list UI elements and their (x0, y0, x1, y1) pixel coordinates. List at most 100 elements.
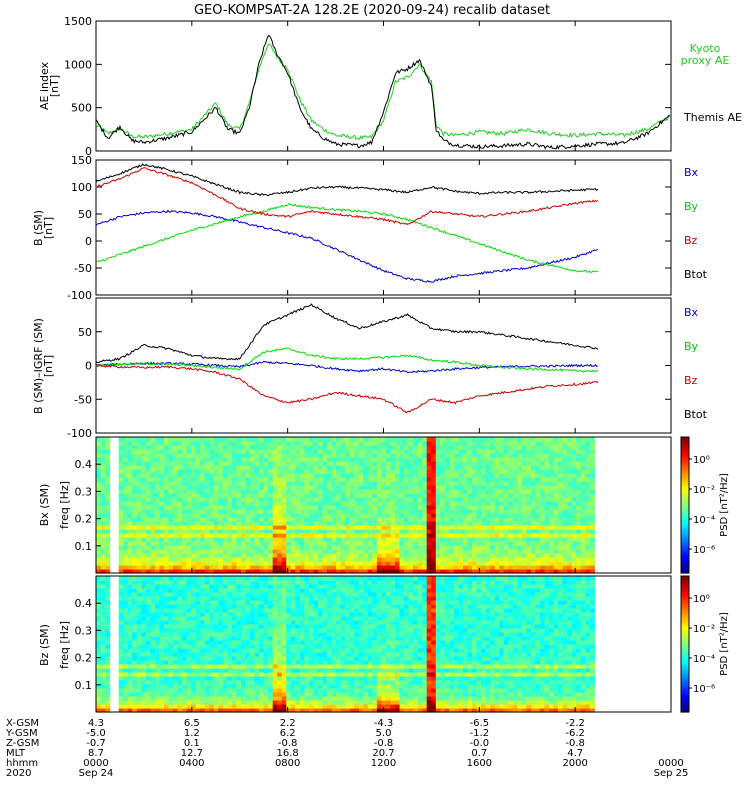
spectrogram-cell (341, 481, 346, 486)
spectrogram-cell (255, 549, 260, 554)
spectrogram-cell (246, 461, 251, 466)
spectrogram-cell (250, 636, 255, 641)
spectrogram-cell (572, 561, 577, 566)
spectrogram-cell (182, 461, 187, 466)
spectrogram-cell (178, 461, 183, 466)
spectrogram-cell (332, 445, 337, 450)
spectrogram-cell (300, 441, 305, 446)
spectrogram-cell (132, 700, 137, 705)
spectrogram-cell (535, 525, 540, 530)
spectrogram-cell (413, 505, 418, 510)
spectrogram-cell (209, 513, 214, 518)
legend-bx: Bx (684, 166, 699, 179)
spectrogram-cell (187, 517, 192, 522)
spectrogram-cell (345, 489, 350, 494)
spectrogram-cell (495, 497, 500, 502)
spectrogram-cell (232, 692, 237, 697)
spectrogram-cell (545, 533, 550, 538)
spectrogram-cell (96, 517, 101, 522)
spectrogram-cell (182, 501, 187, 506)
spectrogram-cell (178, 553, 183, 558)
spectrogram-cell (404, 541, 409, 546)
spectrogram-cell (363, 445, 368, 450)
spectrogram-cell (200, 592, 205, 597)
spectrogram-cell (209, 580, 214, 585)
spectrogram-cell (300, 549, 305, 554)
spectrogram-cell (304, 521, 309, 526)
spectrogram-cell (391, 445, 396, 450)
spectrogram-cell (205, 664, 210, 669)
spectrogram-cell (101, 517, 106, 522)
spectrogram-cell (304, 481, 309, 486)
spectrogram-cell (191, 513, 196, 518)
spectrogram-cell (581, 529, 586, 534)
spectrogram-cell (345, 469, 350, 474)
spectrogram-cell (137, 576, 142, 581)
spectrogram-cell (517, 557, 522, 562)
spectrogram-cell (513, 445, 518, 450)
spectrogram-cell (391, 513, 396, 518)
spectrogram-cell (486, 489, 491, 494)
spectrogram-cell (209, 549, 214, 554)
spectrogram-cell (323, 461, 328, 466)
spectrogram-cell (477, 561, 482, 566)
spectrogram-cell (182, 505, 187, 510)
spectrogram-cell (182, 648, 187, 653)
spectrogram-cell (123, 680, 128, 685)
spectrogram-cell (164, 656, 169, 661)
spectrogram-cell (431, 521, 436, 526)
spectrogram-cell (508, 485, 513, 490)
spectrogram-cell (96, 696, 101, 701)
spectrogram-cell (141, 656, 146, 661)
spectrogram-cell (336, 457, 341, 462)
spectrogram-cell (495, 465, 500, 470)
spectrogram-cell (132, 648, 137, 653)
spectrogram-cell (400, 457, 405, 462)
spectrogram-cell (214, 600, 219, 605)
spectrogram-cell (150, 557, 155, 562)
spectrogram-cell (155, 549, 160, 554)
spectrogram-cell (409, 521, 414, 526)
spectrogram-cell (146, 449, 151, 454)
spectrogram-cell (191, 509, 196, 514)
spectrogram-cell (182, 481, 187, 486)
spectrogram-cell (159, 660, 164, 665)
spectrogram-cell (223, 688, 228, 693)
spectrogram-cell (585, 529, 590, 534)
spectrogram-cell (141, 493, 146, 498)
spectrogram-cell (363, 481, 368, 486)
spectrogram-cell (458, 537, 463, 542)
spectrogram-cell (227, 604, 232, 609)
spectrogram-cell (563, 561, 568, 566)
spectrogram-cell (304, 489, 309, 494)
spectrogram-cell (173, 553, 178, 558)
spectrogram-cell (404, 513, 409, 518)
spectrogram-cell (381, 481, 386, 486)
spectrogram-cell (232, 565, 237, 570)
spectrogram-cell (486, 537, 491, 542)
spectrogram-cell (232, 580, 237, 585)
spectrogram-cell (504, 497, 509, 502)
spectrogram-cell (508, 513, 513, 518)
spectrogram-cell (585, 513, 590, 518)
spectrogram-cell (486, 457, 491, 462)
spectrogram-cell (404, 477, 409, 482)
spectrogram-cell (236, 505, 241, 510)
spectrogram-cell (250, 652, 255, 657)
spectrogram-cell (236, 592, 241, 597)
spectrogram-cell (246, 533, 251, 538)
spectrogram-cell (155, 584, 160, 589)
spectrogram-cell (404, 457, 409, 462)
spectrogram-cell (159, 457, 164, 462)
spectrogram-cell (386, 525, 391, 530)
spectrogram-cell (173, 644, 178, 649)
spectrogram-cell (268, 529, 273, 534)
spectrogram-cell (236, 596, 241, 601)
spectrogram-cell (508, 497, 513, 502)
spectrogram-cell (558, 501, 563, 506)
spectrogram-cell (105, 449, 110, 454)
spectrogram-cell (264, 485, 269, 490)
spectrogram-cell (191, 501, 196, 506)
spectrogram-cell (146, 537, 151, 542)
spectrogram-cell (576, 545, 581, 550)
